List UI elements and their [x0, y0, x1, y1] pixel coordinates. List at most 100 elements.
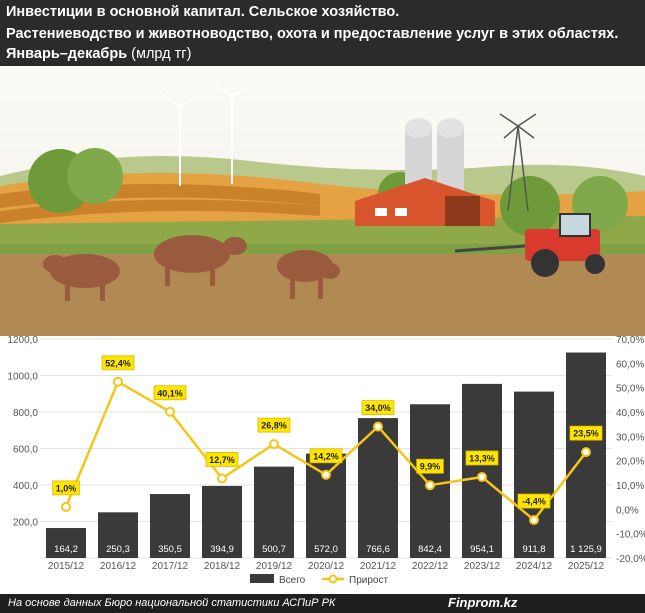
x-tick-label: 2016/12 — [100, 561, 137, 572]
line-point — [529, 515, 539, 526]
y-left-tick-label: 200,0 — [13, 518, 38, 529]
line-point — [425, 480, 435, 491]
line-data-label: 23,5% — [573, 429, 599, 439]
line-data-label-box — [416, 458, 444, 474]
line-data-label-box — [465, 450, 499, 466]
line-data-label: 14,2% — [313, 451, 339, 461]
y-axis-right: -20,0% -10,0% 0,0% 10,0% 20,0% 30,0% 40,0% 50,0… — [616, 335, 645, 565]
bar — [461, 383, 503, 558]
legend-label-total: Всего — [279, 575, 306, 586]
legend: Всего Прирост — [250, 574, 388, 586]
bar-data-label: 250,3 — [106, 544, 130, 555]
legend-marker-growth — [328, 574, 338, 584]
line-point — [321, 469, 331, 480]
line-point — [581, 447, 591, 458]
line-data-label: 1,0% — [56, 483, 77, 493]
source-note: На основе данных Бюро национальной стати… — [8, 597, 336, 609]
bar-data-label: 500,7 — [262, 544, 286, 555]
bar — [201, 485, 243, 558]
brand-logo-text: Finprom.kz — [448, 595, 518, 610]
line-point — [477, 471, 487, 482]
farm-illustration — [0, 66, 645, 336]
y-right-tick-label: -20,0% — [616, 554, 645, 565]
bar-data-label: 766,6 — [366, 544, 390, 555]
unit-label: (млрд тг) — [131, 46, 192, 62]
line-markers-growth — [61, 376, 591, 526]
y-right-tick-label: 40,0% — [616, 408, 644, 419]
x-tick-label: 2022/12 — [412, 561, 449, 572]
x-tick-label: 2020/12 — [308, 561, 345, 572]
x-tick-label: 2025/12 — [568, 561, 605, 572]
line-data-label: 34,0% — [365, 403, 391, 413]
legend-swatch-total — [250, 574, 274, 583]
y-right-tick-label: 10,0% — [616, 481, 644, 492]
line-data-label: 40,1% — [157, 388, 183, 398]
bar-data-label: 1 125,9 — [570, 544, 602, 555]
line-data-labels: 1,0% 52,4% 40,1% 12,7% 26,8% 14,2% 34,0% 9,9% 13… — [52, 355, 603, 509]
y-left-tick-label: 800,0 — [13, 408, 38, 419]
y-right-tick-label: 20,0% — [616, 457, 644, 468]
line-data-label-box — [101, 355, 135, 371]
y-left-tick-label: 400,0 — [13, 481, 38, 492]
x-tick-label: 2018/12 — [204, 561, 241, 572]
line-data-label: 26,8% — [261, 421, 287, 431]
line-data-label: 12,7% — [209, 455, 235, 465]
x-tick-label: 2023/12 — [464, 561, 501, 572]
bar — [149, 494, 191, 558]
y-axis-left: 200,0 400,0 600,0 800,0 1000,0 1200,0 — [7, 335, 38, 529]
line-data-label: -4,4% — [522, 497, 546, 507]
y-left-tick-label: 1200,0 — [7, 335, 38, 346]
chart-subtitle: Растениеводство и животноводство, охота … — [6, 26, 619, 42]
y-right-tick-label: 0,0% — [616, 505, 639, 516]
bar-data-labels: 164,2 250,3 350,5 394,9 500,7 572,0 766,6 842,4… — [54, 544, 602, 555]
bar-data-label: 911,8 — [522, 544, 545, 555]
line-data-label: 13,3% — [469, 453, 495, 463]
bar-data-label: 394,9 — [210, 544, 234, 555]
line-data-label-box — [153, 385, 187, 401]
line-point — [269, 439, 279, 450]
chart-period: Январь–декабрь (млрд тг) — [6, 46, 191, 62]
chart-title: Инвестиции в основной капитал. Сельское … — [6, 4, 400, 20]
bar — [513, 391, 555, 558]
line-data-label: 9,9% — [420, 462, 441, 472]
line-data-label-box — [52, 480, 80, 496]
bar — [253, 466, 295, 558]
line-data-label-box — [205, 452, 239, 467]
bar — [305, 453, 347, 558]
line-data-label-box — [361, 400, 395, 415]
x-tick-label: 2015/12 — [48, 561, 85, 572]
line-point — [113, 376, 123, 387]
line-point — [165, 406, 175, 417]
bar-data-label: 842,4 — [418, 544, 442, 555]
line-data-label-box — [569, 425, 603, 441]
period-label: Январь–декабрь — [6, 46, 128, 62]
line-data-label-box — [517, 493, 551, 509]
line-data-label-box — [309, 448, 343, 464]
y-left-tick-label: 1000,0 — [7, 372, 38, 383]
bar — [97, 512, 139, 558]
line-data-label-box — [257, 417, 291, 433]
y-right-tick-label: 30,0% — [616, 432, 644, 443]
line-point — [217, 473, 227, 484]
bar-data-label: 164,2 — [54, 544, 78, 555]
y-right-tick-label: 60,0% — [616, 359, 644, 370]
bar-data-label: 954,1 — [470, 544, 494, 555]
bar — [45, 528, 87, 558]
y-left-tick-label: 600,0 — [13, 445, 38, 456]
line-point — [61, 501, 71, 512]
bar-data-label: 350,5 — [158, 544, 182, 555]
line-point — [373, 421, 383, 432]
chart-header: Инвестиции в основной капитал. Сельское … — [0, 0, 645, 66]
y-right-tick-label: 70,0% — [616, 335, 644, 346]
x-tick-label: 2017/12 — [152, 561, 189, 572]
legend-label-growth: Прирост — [349, 575, 388, 586]
x-axis: 2015/12 2016/12 2017/12 2018/12 2019/12 2020/… — [48, 561, 605, 572]
footer: На основе данных Бюро национальной стати… — [0, 594, 645, 613]
y-right-tick-label: 50,0% — [616, 384, 644, 395]
line-data-label: 52,4% — [105, 358, 131, 368]
x-tick-label: 2021/12 — [360, 561, 397, 572]
x-tick-label: 2024/12 — [516, 561, 553, 572]
y-right-tick-label: -10,0% — [616, 530, 645, 541]
x-tick-label: 2019/12 — [256, 561, 293, 572]
